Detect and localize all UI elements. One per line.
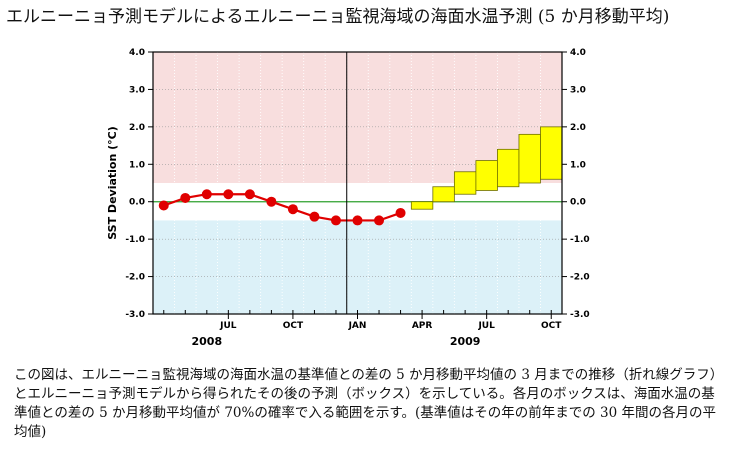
x-tick-label: JUL: [477, 321, 495, 331]
observed-point: [201, 189, 212, 200]
y-tick-label-right: 3.0: [570, 85, 586, 95]
y-tick-label-right: -1.0: [570, 235, 590, 245]
y-tick-label-right: -2.0: [570, 273, 590, 283]
observed-point: [223, 189, 234, 200]
x-tick-label: OCT: [541, 321, 562, 331]
y-tick-label-left: 1.0: [129, 160, 145, 170]
y-tick-label-left: -1.0: [125, 235, 145, 245]
y-tick-label-right: 2.0: [570, 123, 586, 133]
forecast-box: [432, 186, 455, 203]
y-tick-label-right: 0.0: [570, 198, 586, 208]
observed-series-line: [163, 193, 401, 222]
y-tick-label-left: -2.0: [125, 273, 145, 283]
observed-point: [395, 207, 406, 218]
y-tick-label-left: -3.0: [125, 310, 145, 320]
year-label: 2008: [192, 335, 223, 348]
y-tick-label-left: 2.0: [129, 123, 145, 133]
cold-zone-band: [153, 220, 562, 314]
forecast-box: [410, 201, 434, 210]
figure-caption: この図は、エルニーニョ監視海域の海面水温の基準値との差の 5 か月移動平均値の …: [14, 367, 724, 440]
observed-point: [352, 215, 363, 226]
observed-point: [266, 196, 277, 207]
forecast-box: [475, 160, 498, 191]
x-tick-label: OCT: [283, 321, 304, 331]
forecast-box: [453, 171, 477, 195]
forecast-box: [518, 133, 541, 184]
page-title: エルニーニョ予測モデルによるエルニーニョ監視海域の海面水温予測 (5 か月移動平…: [6, 7, 670, 27]
observed-point: [309, 211, 320, 222]
x-tick-label: JAN: [348, 321, 367, 331]
y-tick-label-right: -3.0: [570, 310, 590, 320]
y-tick-label-right: 4.0: [570, 48, 586, 58]
x-tick-label: APR: [412, 321, 433, 331]
observed-point: [244, 189, 255, 200]
y-tick-label-left: 4.0: [129, 48, 145, 58]
forecast-box: [497, 148, 520, 188]
x-tick-label: JUL: [219, 321, 237, 331]
y-tick-label-right: 1.0: [570, 160, 586, 170]
y-tick-label-left: 3.0: [129, 85, 145, 95]
sst-forecast-chart: -3.0 -3.0 -2.0 -2.0 -1.0 -1.0 0.0 0.0 1.0 1.0 2.0 2…: [106, 48, 590, 348]
observed-point: [287, 204, 298, 215]
observed-point: [180, 192, 191, 203]
observed-point: [330, 215, 341, 226]
observed-point: [158, 200, 169, 211]
y-axis-title: SST Deviation (°C): [106, 126, 119, 240]
forecast-box: [540, 126, 563, 180]
year-label: 2009: [450, 335, 481, 348]
y-tick-label-left: 0.0: [129, 198, 145, 208]
observed-point: [374, 215, 385, 226]
